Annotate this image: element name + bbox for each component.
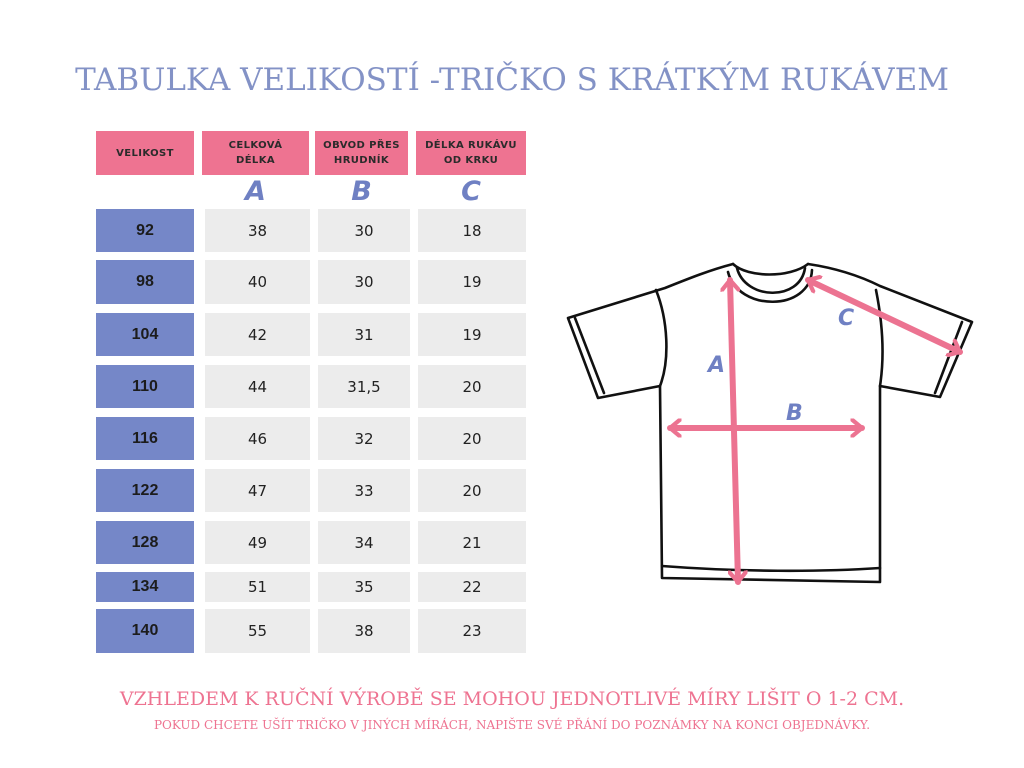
chest-cell: 33 [318,469,410,512]
note-custom-order: POKUD CHCETE UŠÍT TRIČKO V JINÝCH MÍRÁCH… [153,718,871,732]
size-cell: 110 [96,365,194,408]
sleeve-cell: 19 [418,313,526,356]
chest-cell: 30 [318,209,410,252]
size-cell: 122 [96,469,194,512]
chest-cell: 32 [318,417,410,460]
page-title: TABULKA VELIKOSTÍ -TRIČKO S KRÁTKÝM RUKÁ… [75,62,949,98]
length-cell: 51 [205,572,310,602]
diagram-label-c: C [838,306,854,331]
chest-cell: 34 [318,521,410,564]
letter-c: C [461,175,481,207]
length-cell: 46 [205,417,310,460]
measure-arrows [667,280,963,585]
size-cell: 140 [96,609,194,653]
header-total-length: CELKOVÁ DÉLKA [202,131,309,175]
diagram-label-a: A [706,353,725,378]
header-size: VELIKOST [96,131,194,175]
diagram-label-b: B [786,401,803,426]
chest-cell: 30 [318,260,410,304]
sleeve-cell: 22 [418,572,526,602]
sleeve-cell: 20 [418,417,526,460]
arrow-c [805,280,963,352]
letter-b: B [351,175,372,207]
shirt-outline [566,262,974,584]
size-cell: 116 [96,417,194,460]
sleeve-cell: 20 [418,365,526,408]
size-cell: 92 [96,209,194,252]
letter-a: A [245,175,266,207]
size-cell: 98 [96,260,194,304]
length-cell: 47 [205,469,310,512]
size-cell: 134 [96,572,194,602]
chest-cell: 38 [318,609,410,653]
sleeve-cell: 20 [418,469,526,512]
size-cell: 104 [96,313,194,356]
header-chest: OBVOD PŘES HRUDNÍK [315,131,408,175]
chest-cell: 31 [318,313,410,356]
sleeve-cell: 18 [418,209,526,252]
sleeve-cell: 23 [418,609,526,653]
header-sleeve: DÉLKA RUKÁVU OD KRKU [416,131,526,175]
sleeve-cell: 19 [418,260,526,304]
length-cell: 55 [205,609,310,653]
length-cell: 38 [205,209,310,252]
length-cell: 42 [205,313,310,356]
length-cell: 44 [205,365,310,408]
chest-cell: 35 [318,572,410,602]
chest-cell: 31,5 [318,365,410,408]
sleeve-cell: 21 [418,521,526,564]
length-cell: 49 [205,521,310,564]
note-handmade: VZHLEDEM K RUČNÍ VÝROBĚ SE MOHOU JEDNOTL… [119,688,905,710]
size-cell: 128 [96,521,194,564]
length-cell: 40 [205,260,310,304]
tshirt-diagram: A B C [566,262,974,585]
